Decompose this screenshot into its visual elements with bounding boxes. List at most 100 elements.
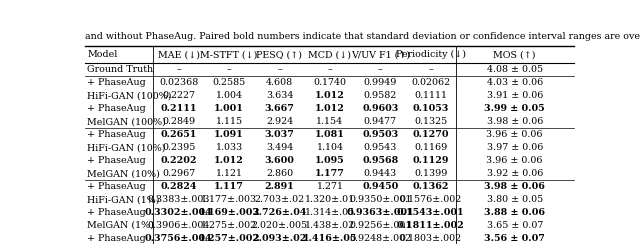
Text: 0.1362: 0.1362 — [413, 182, 449, 191]
Text: 1.081: 1.081 — [315, 130, 345, 139]
Text: and without PhaseAug. Paired bold numbers indicate that standard deviation or co: and without PhaseAug. Paired bold number… — [85, 32, 640, 41]
Text: 0.1270: 0.1270 — [413, 130, 449, 139]
Text: 0.2202: 0.2202 — [161, 156, 197, 165]
Text: 0.9248±.002: 0.9248±.002 — [349, 234, 412, 243]
Text: 0.1543±.001: 0.1543±.001 — [397, 208, 465, 217]
Text: MAE (↓): MAE (↓) — [157, 50, 200, 59]
Text: 1.115: 1.115 — [216, 117, 243, 126]
Text: 0.1803±.002: 0.1803±.002 — [400, 234, 462, 243]
Text: 1.177±.003: 1.177±.003 — [201, 195, 257, 204]
Text: PESQ (↑): PESQ (↑) — [257, 50, 303, 59]
Text: Model: Model — [88, 50, 118, 59]
Text: 0.2849: 0.2849 — [162, 117, 195, 126]
Text: 0.1325: 0.1325 — [414, 117, 447, 126]
Text: 1.416±.05: 1.416±.05 — [303, 234, 357, 243]
Text: + PhaseAug: + PhaseAug — [88, 104, 146, 113]
Text: –: – — [378, 65, 383, 74]
Text: MOS (↑): MOS (↑) — [493, 50, 536, 59]
Text: 3.91 ± 0.06: 3.91 ± 0.06 — [486, 92, 543, 100]
Text: + PhaseAug: + PhaseAug — [88, 208, 146, 217]
Text: 0.3906±.004: 0.3906±.004 — [147, 221, 210, 230]
Text: 0.9450: 0.9450 — [362, 182, 399, 191]
Text: 0.9443: 0.9443 — [364, 169, 397, 178]
Text: 0.1053: 0.1053 — [413, 104, 449, 113]
Text: 0.9503: 0.9503 — [362, 130, 399, 139]
Text: 0.9603: 0.9603 — [362, 104, 399, 113]
Text: 1.275±.002: 1.275±.002 — [201, 221, 257, 230]
Text: 0.1111: 0.1111 — [414, 92, 447, 100]
Text: 1.121: 1.121 — [216, 169, 243, 178]
Text: 3.037: 3.037 — [264, 130, 294, 139]
Text: 1.154: 1.154 — [316, 117, 344, 126]
Text: 1.320±.01: 1.320±.01 — [305, 195, 355, 204]
Text: + PhaseAug: + PhaseAug — [88, 234, 146, 243]
Text: 0.3383±.003: 0.3383±.003 — [147, 195, 210, 204]
Text: Periodicity (↓): Periodicity (↓) — [396, 50, 466, 59]
Text: 0.9363±.001: 0.9363±.001 — [346, 208, 414, 217]
Text: –: – — [277, 65, 282, 74]
Text: 3.96 ± 0.06: 3.96 ± 0.06 — [486, 156, 543, 165]
Text: 0.2585: 0.2585 — [212, 78, 246, 87]
Text: 3.65 ± 0.07: 3.65 ± 0.07 — [486, 221, 543, 230]
Text: 0.1169: 0.1169 — [414, 143, 447, 152]
Text: 3.600: 3.600 — [264, 156, 294, 165]
Text: 3.667: 3.667 — [264, 104, 294, 113]
Text: 1.091: 1.091 — [214, 130, 244, 139]
Text: 0.9949: 0.9949 — [364, 78, 397, 87]
Text: 3.98 ± 0.06: 3.98 ± 0.06 — [486, 117, 543, 126]
Text: 1.257±.002: 1.257±.002 — [198, 234, 260, 243]
Text: MelGAN (10%): MelGAN (10%) — [88, 169, 160, 178]
Text: 0.02368: 0.02368 — [159, 78, 198, 87]
Text: 0.2227: 0.2227 — [162, 92, 195, 100]
Text: 2.703±.02: 2.703±.02 — [255, 195, 305, 204]
Text: –: – — [176, 65, 181, 74]
Text: 1.104: 1.104 — [316, 143, 344, 152]
Text: 1.001: 1.001 — [214, 104, 244, 113]
Text: 4.03 ± 0.06: 4.03 ± 0.06 — [486, 78, 543, 87]
Text: 2.093±.02: 2.093±.02 — [252, 234, 307, 243]
Text: 3.80 ± 0.05: 3.80 ± 0.05 — [486, 195, 543, 204]
Text: 2.020±.005: 2.020±.005 — [252, 221, 308, 230]
Text: M-STFT (↓): M-STFT (↓) — [200, 50, 258, 59]
Text: 0.02062: 0.02062 — [411, 78, 451, 87]
Text: 3.98 ± 0.06: 3.98 ± 0.06 — [484, 182, 545, 191]
Text: 0.3302±.004: 0.3302±.004 — [145, 208, 212, 217]
Text: 4.08 ± 0.05: 4.08 ± 0.05 — [486, 65, 543, 74]
Text: –: – — [428, 65, 433, 74]
Text: 1.033: 1.033 — [216, 143, 243, 152]
Text: 0.1399: 0.1399 — [414, 169, 447, 178]
Text: 0.9256±.001: 0.9256±.001 — [349, 221, 412, 230]
Text: 0.2824: 0.2824 — [161, 182, 197, 191]
Text: 0.1811±.002: 0.1811±.002 — [397, 221, 465, 230]
Text: 0.1740: 0.1740 — [314, 78, 346, 87]
Text: 2.726±.04: 2.726±.04 — [252, 208, 307, 217]
Text: MCD (↓): MCD (↓) — [308, 50, 351, 59]
Text: 0.2395: 0.2395 — [162, 143, 195, 152]
Text: MelGAN (100%): MelGAN (100%) — [88, 117, 166, 126]
Text: 1.117: 1.117 — [214, 182, 244, 191]
Text: 1.169±.003: 1.169±.003 — [198, 208, 260, 217]
Text: HiFi-GAN (100%): HiFi-GAN (100%) — [88, 92, 172, 100]
Text: MelGAN (1%): MelGAN (1%) — [88, 221, 154, 230]
Text: V/UV F1 (↑): V/UV F1 (↑) — [351, 50, 410, 59]
Text: + PhaseAug: + PhaseAug — [88, 130, 146, 139]
Text: 1.271: 1.271 — [316, 182, 344, 191]
Text: 2.891: 2.891 — [264, 182, 294, 191]
Text: HiFi-GAN (10%): HiFi-GAN (10%) — [88, 143, 166, 152]
Text: 0.2111: 0.2111 — [161, 104, 197, 113]
Text: 1.314±.05: 1.314±.05 — [305, 208, 355, 217]
Text: HiFi-GAN (1%): HiFi-GAN (1%) — [88, 195, 160, 204]
Text: –: – — [227, 65, 232, 74]
Text: 4.608: 4.608 — [266, 78, 293, 87]
Text: 3.99 ± 0.05: 3.99 ± 0.05 — [484, 104, 545, 113]
Text: 0.2967: 0.2967 — [162, 169, 195, 178]
Text: 3.88 ± 0.06: 3.88 ± 0.06 — [484, 208, 545, 217]
Text: 3.96 ± 0.06: 3.96 ± 0.06 — [486, 130, 543, 139]
Text: 0.9568: 0.9568 — [362, 156, 399, 165]
Text: 1.012: 1.012 — [214, 156, 244, 165]
Text: 3.494: 3.494 — [266, 143, 293, 152]
Text: + PhaseAug: + PhaseAug — [88, 156, 146, 165]
Text: 0.2651: 0.2651 — [161, 130, 197, 139]
Text: 1.012: 1.012 — [315, 104, 345, 113]
Text: 1.004: 1.004 — [216, 92, 243, 100]
